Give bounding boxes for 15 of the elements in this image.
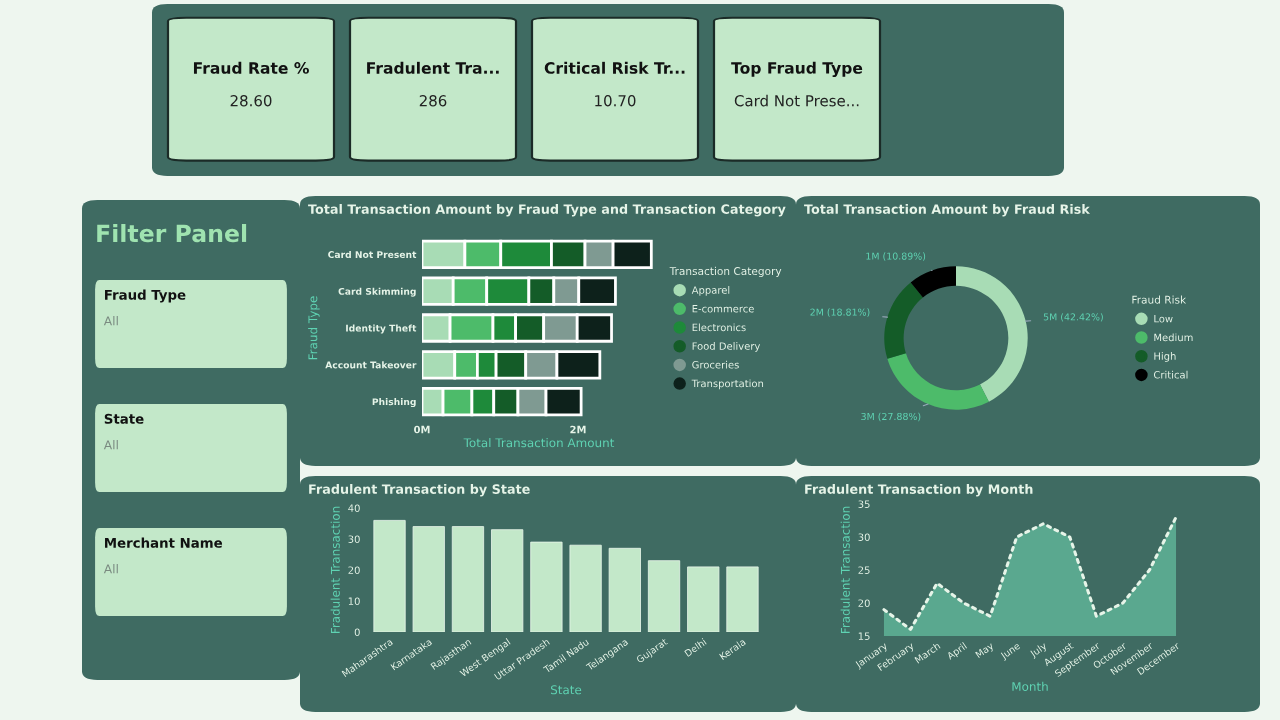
donut-slice [956,266,1028,402]
bar [687,566,720,632]
donut-slice [910,266,956,298]
donut-slice [887,353,989,410]
bar [491,529,524,632]
bar [451,526,485,632]
bar [726,566,759,632]
bar [647,560,681,632]
bar [412,526,445,632]
text: Filter Panel [97,224,247,243]
donut-slice [884,282,923,359]
bar [569,544,602,632]
bar [608,547,641,632]
bar [530,541,563,632]
bar [373,519,406,632]
